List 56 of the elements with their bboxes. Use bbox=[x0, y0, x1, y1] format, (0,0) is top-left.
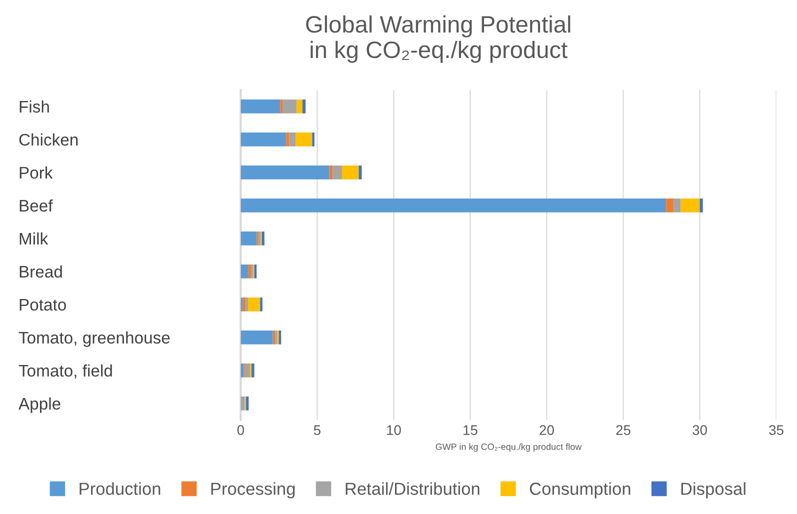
bar bbox=[242, 396, 245, 410]
bar bbox=[302, 100, 306, 114]
bar bbox=[240, 264, 248, 278]
bar bbox=[248, 264, 251, 278]
bar bbox=[700, 198, 703, 212]
bar bbox=[252, 364, 254, 378]
y-tick-label: Pork bbox=[20, 166, 53, 179]
x-tick-label: 35 bbox=[769, 425, 784, 435]
bar bbox=[240, 198, 666, 212]
bar bbox=[342, 166, 359, 180]
chart-title: Global Warming Potential in kg CO₂-eq./kg product bbox=[306, 15, 570, 63]
legend-label: Consumption bbox=[530, 482, 630, 498]
bar bbox=[246, 396, 249, 410]
x-tick-label: 30 bbox=[692, 425, 707, 435]
y-tick-label: Chicken bbox=[19, 133, 78, 146]
x-tick-label: 20 bbox=[540, 425, 554, 435]
x-tick-label: 10 bbox=[387, 425, 401, 435]
y-tick-label: Beef bbox=[20, 199, 53, 212]
y-tick-label: Bread bbox=[20, 265, 62, 278]
bar bbox=[240, 232, 257, 246]
bar bbox=[358, 166, 362, 180]
bar bbox=[262, 232, 264, 246]
x-tick-label: 0 bbox=[237, 425, 244, 435]
bar bbox=[246, 298, 248, 312]
bar bbox=[240, 100, 280, 114]
y-tick-label: Potato bbox=[20, 299, 66, 311]
x-tick-label: 15 bbox=[464, 425, 478, 435]
legend-label: Processing bbox=[211, 482, 295, 498]
y-tick-label: Tomato, greenhouse bbox=[18, 331, 170, 347]
bar bbox=[680, 198, 700, 212]
bar bbox=[240, 166, 330, 180]
legend-label: Production bbox=[80, 482, 160, 495]
y-tick-label: Fish bbox=[20, 100, 49, 113]
bar bbox=[296, 100, 303, 114]
bar bbox=[244, 364, 250, 378]
bar bbox=[240, 364, 244, 378]
x-tick-label: 25 bbox=[616, 425, 630, 435]
bar bbox=[329, 166, 333, 180]
y-tick-label: Milk bbox=[20, 232, 48, 244]
bar bbox=[242, 298, 246, 312]
legend-label: Retail/Distribution bbox=[346, 482, 480, 495]
legend-label: Disposal bbox=[681, 482, 746, 498]
bar bbox=[282, 100, 297, 114]
bar bbox=[666, 198, 673, 212]
bar bbox=[240, 132, 286, 146]
y-tick-label: Apple bbox=[18, 397, 60, 413]
bar bbox=[672, 198, 681, 212]
bar bbox=[289, 132, 296, 146]
x-tick-label: 5 bbox=[314, 425, 320, 435]
x-axis-title: GWP in kg CO₂-equ./kg product flow bbox=[436, 443, 582, 452]
y-tick-label: Tomato, field bbox=[18, 364, 112, 379]
bar bbox=[240, 330, 273, 344]
bar bbox=[286, 132, 290, 146]
bar bbox=[295, 132, 312, 146]
bar bbox=[332, 166, 342, 180]
bar bbox=[248, 298, 260, 312]
